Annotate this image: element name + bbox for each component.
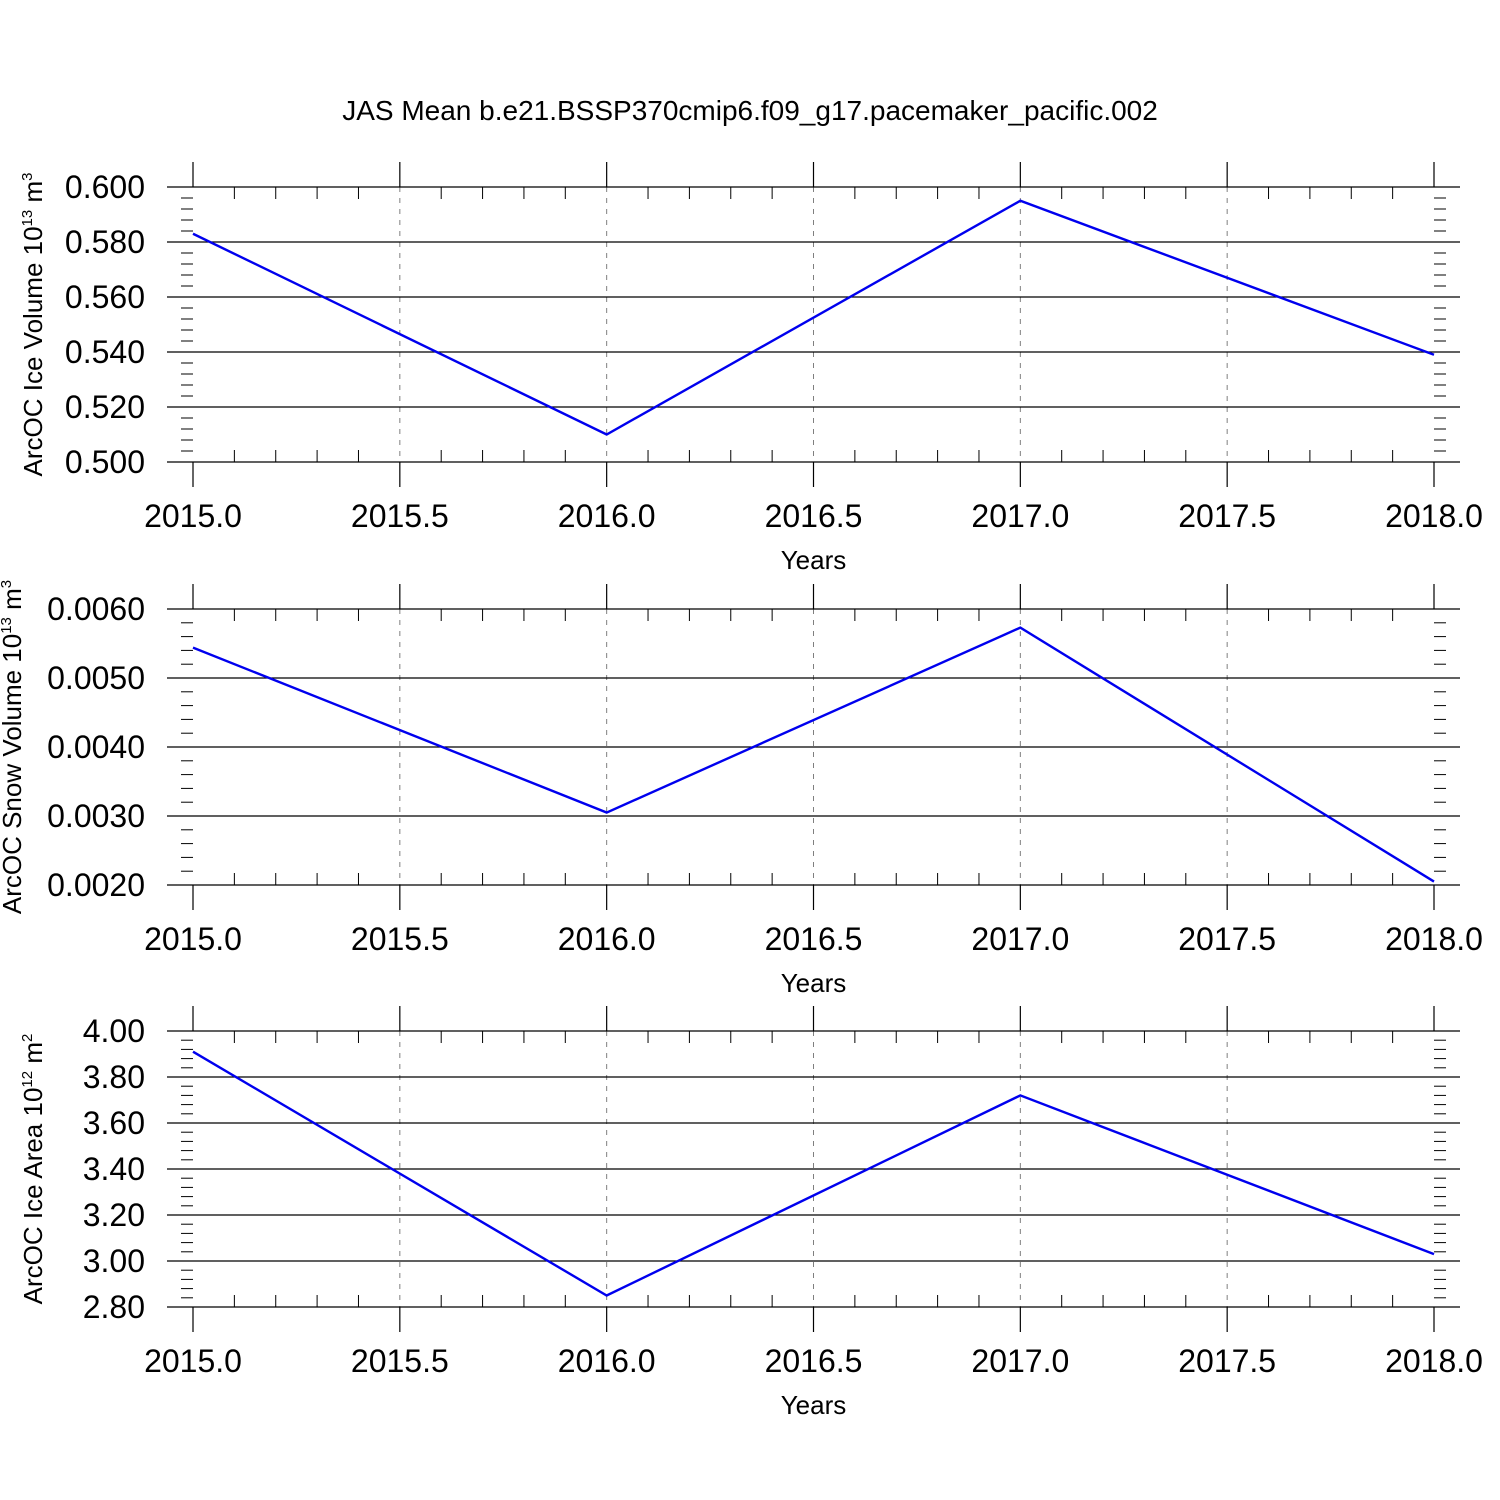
y-axis-label: ArcOC Ice Volume 1013 m3 <box>18 173 48 477</box>
x-tick-label: 2015.0 <box>144 498 242 534</box>
panels: 2015.0 2015.5 2016.0 2016.5 2017.0 2017.5 2018… <box>0 162 1483 1420</box>
series-line <box>192 626 1435 883</box>
y-tick-label: 2.80 <box>83 1289 145 1325</box>
y-tick-label: 3.80 <box>83 1059 145 1095</box>
x-tick-label: 2015.0 <box>144 1343 242 1379</box>
y-tick-label: 0.520 <box>65 389 145 425</box>
chart-panel-3: 2015.0 2015.5 2016.0 2016.5 2017.0 2017.5 2018… <box>18 1006 1483 1420</box>
y-tick-label: 0.0050 <box>47 660 145 696</box>
y-axis-label-text: m <box>0 588 27 617</box>
y-axis-label-superscript: 13 <box>0 617 15 634</box>
y-tick-label: 3.60 <box>83 1105 145 1141</box>
y-axis-label-superscript: 12 <box>19 1071 36 1088</box>
y-axis-label-superscript: 13 <box>19 210 36 227</box>
x-tick-label: 2017.5 <box>1178 921 1276 957</box>
y-tick-label: 0.0030 <box>47 798 145 834</box>
x-tick-label: 2016.0 <box>558 498 656 534</box>
x-tick-label: 2016.0 <box>558 1343 656 1379</box>
chart-panel-1: 2015.0 2015.5 2016.0 2016.5 2017.0 2017.5 2018… <box>18 162 1483 575</box>
x-tick-label: 2017.0 <box>971 921 1069 957</box>
x-tick-label: 2016.5 <box>765 921 863 957</box>
x-tick-label: 2018.0 <box>1385 921 1483 957</box>
x-tick-label: 2018.0 <box>1385 498 1483 534</box>
y-tick-label: 0.560 <box>65 279 145 315</box>
y-tick-label: 4.00 <box>83 1013 145 1049</box>
x-tick-label: 2017.5 <box>1178 498 1276 534</box>
y-axis-label: ArcOC Snow Volume 1013 m3 <box>0 580 27 914</box>
y-tick-label: 0.0040 <box>47 729 145 765</box>
x-axis-label: Years <box>781 545 847 575</box>
series-line <box>192 199 1435 436</box>
y-tick-label: 0.0020 <box>47 867 145 903</box>
y-axis-label-text: ArcOC Snow Volume 10 <box>0 634 27 914</box>
x-tick-label: 2016.5 <box>765 1343 863 1379</box>
y-tick-label: 0.580 <box>65 224 145 260</box>
y-tick-label: 3.40 <box>83 1151 145 1187</box>
x-tick-label: 2015.5 <box>351 921 449 957</box>
x-tick-label: 2016.0 <box>558 921 656 957</box>
y-tick-label: 3.00 <box>83 1243 145 1279</box>
x-tick-label: 2015.5 <box>351 1343 449 1379</box>
y-axis-label-superscript: 3 <box>19 173 36 181</box>
y-tick-label: 0.0060 <box>47 591 145 627</box>
y-tick-label: 3.20 <box>83 1197 145 1233</box>
x-tick-label: 2018.0 <box>1385 1343 1483 1379</box>
figure-title: JAS Mean b.e21.BSSP370cmip6.f09_g17.pace… <box>342 95 1158 126</box>
y-axis-label-text: m <box>18 1042 48 1071</box>
x-axis-label: Years <box>781 1390 847 1420</box>
y-tick-label: 0.540 <box>65 334 145 370</box>
y-tick-label: 0.500 <box>65 444 145 480</box>
x-tick-label: 2015.0 <box>144 921 242 957</box>
x-tick-label: 2017.0 <box>971 498 1069 534</box>
x-tick-label: 2015.5 <box>351 498 449 534</box>
y-axis-label-text: ArcOC Ice Area 10 <box>18 1088 48 1305</box>
y-tick-label: 0.600 <box>65 169 145 205</box>
y-axis-label-superscript: 2 <box>19 1034 36 1042</box>
x-axis-label: Years <box>781 968 847 998</box>
y-axis-label-text: m <box>18 181 48 210</box>
x-tick-label: 2017.5 <box>1178 1343 1276 1379</box>
y-axis-label: ArcOC Ice Area 1012 m2 <box>18 1034 48 1305</box>
x-tick-label: 2016.5 <box>765 498 863 534</box>
series-line <box>192 1050 1435 1297</box>
chart-panel-2: 2015.0 2015.5 2016.0 2016.5 2017.0 2017.5 2018… <box>0 580 1483 998</box>
y-axis-label-superscript: 3 <box>0 580 15 588</box>
y-axis-label-text: ArcOC Ice Volume 10 <box>18 226 48 476</box>
x-tick-label: 2017.0 <box>971 1343 1069 1379</box>
